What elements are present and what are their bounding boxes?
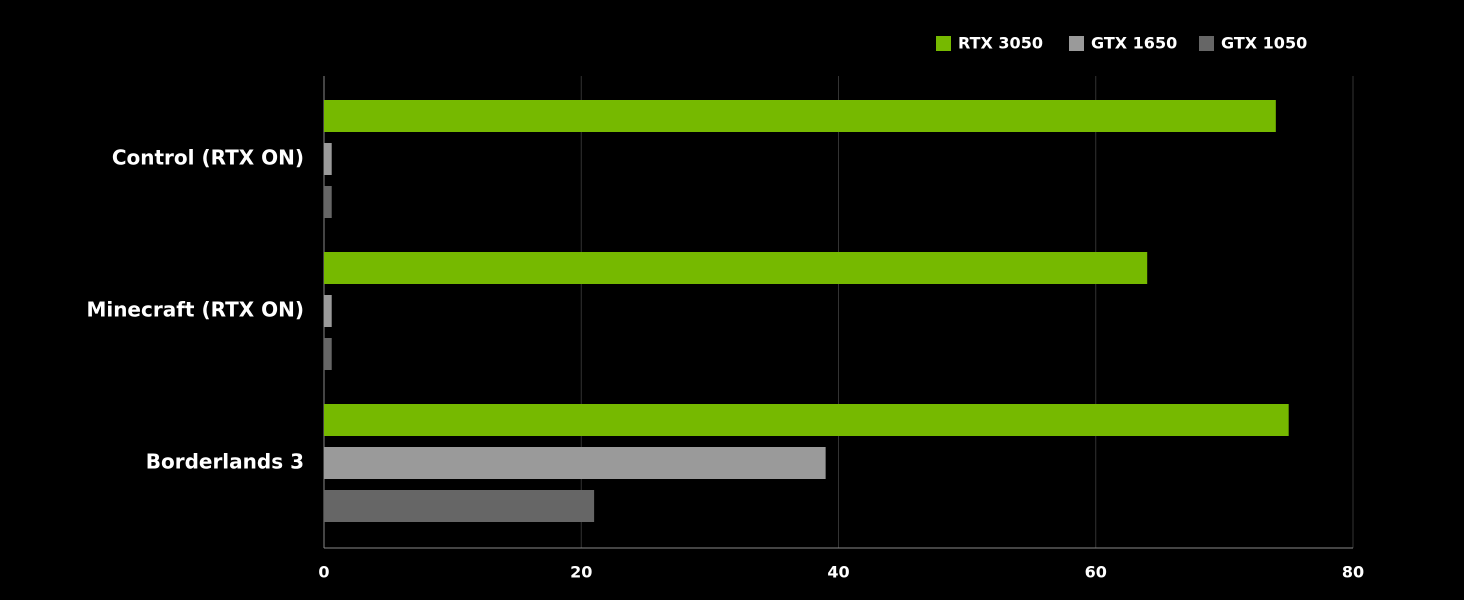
legend-label: GTX 1650 — [1091, 34, 1177, 53]
x-tick-label: 60 — [1085, 563, 1107, 582]
bar — [324, 338, 332, 370]
bar — [324, 100, 1276, 132]
legend-swatch — [1199, 36, 1214, 51]
bar — [324, 252, 1148, 284]
legend-label: GTX 1050 — [1221, 34, 1307, 53]
x-tick-label: 40 — [827, 563, 849, 582]
y-tick-label: Control (RTX ON) — [112, 146, 304, 170]
bar — [324, 447, 826, 479]
x-tick-label: 80 — [1342, 563, 1364, 582]
x-tick-label: 20 — [570, 563, 592, 582]
x-tick-label: 0 — [318, 563, 329, 582]
y-tick-label: Minecraft (RTX ON) — [86, 298, 304, 322]
legend-swatch — [936, 36, 951, 51]
bar — [324, 295, 332, 327]
y-tick-label: Borderlands 3 — [146, 450, 304, 474]
legend-label: RTX 3050 — [958, 34, 1043, 53]
bar — [324, 404, 1289, 436]
legend-swatch — [1069, 36, 1084, 51]
bar — [324, 143, 332, 175]
bar — [324, 186, 332, 218]
bar — [324, 490, 595, 522]
